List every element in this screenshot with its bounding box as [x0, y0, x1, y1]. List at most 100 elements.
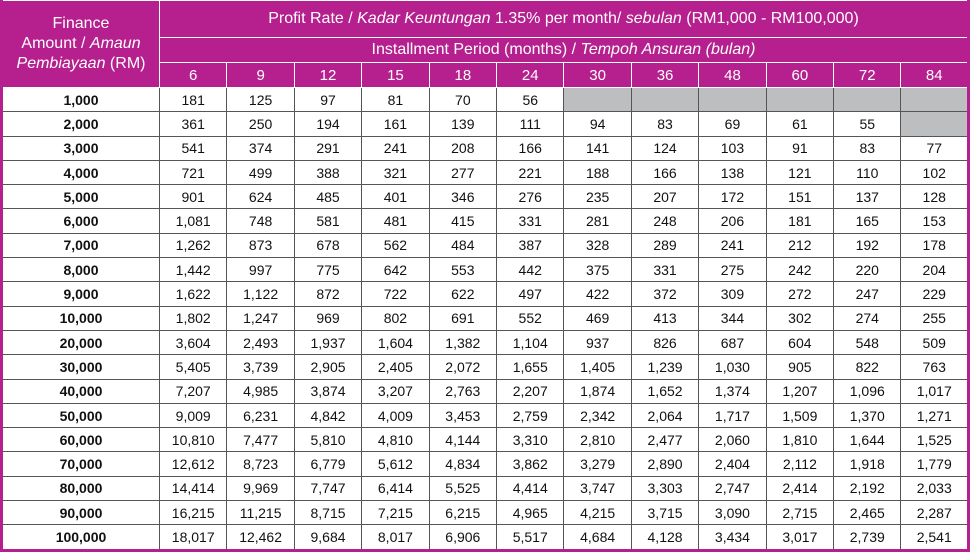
installment-cell: 12,612 — [158, 451, 228, 477]
installment-cell: 56 — [496, 86, 565, 113]
installment-cell: 763 — [900, 354, 969, 380]
installment-cell: 1,370 — [833, 402, 902, 429]
installment-cell: 1,918 — [833, 451, 902, 477]
installment-cell: 204 — [900, 257, 969, 283]
installment-cell: 624 — [226, 184, 295, 210]
period-header: 9 — [226, 62, 295, 88]
installment-cell: 2,112 — [765, 451, 835, 477]
installment-cell: 748 — [226, 208, 295, 234]
installment-cell: 1,262 — [158, 232, 228, 259]
installment-cell: 1,382 — [428, 329, 498, 356]
installment-cell: 1,874 — [563, 378, 632, 404]
installment-cell: 5,525 — [428, 475, 498, 502]
installment-cell: 375 — [563, 257, 632, 283]
installment-cell: 94 — [563, 111, 632, 137]
header-text: Profit Rate / — [268, 10, 358, 27]
installment-cell: 422 — [563, 281, 632, 307]
unavailable-cell — [900, 111, 969, 137]
installment-cell: 77 — [900, 135, 969, 161]
installment-cell: 9,684 — [293, 524, 363, 551]
installment-cell: 2,060 — [698, 427, 767, 453]
installment-cell: 3,715 — [630, 500, 700, 526]
installment-cell: 1,655 — [496, 354, 565, 380]
installment-cell: 125 — [226, 86, 295, 113]
installment-cell: 691 — [428, 305, 498, 331]
finance-amount-cell: 10,000 — [1, 305, 160, 331]
finance-amount-cell: 40,000 — [1, 378, 160, 404]
finance-amount-cell: 6,000 — [1, 208, 160, 234]
installment-cell: 5,612 — [361, 451, 430, 477]
finance-amount-cell: 90,000 — [1, 500, 160, 526]
installment-cell: 1,096 — [833, 378, 902, 404]
table-row: 6,000 1,081 748 581 481 415 331 281 248 206 181 165… — [1, 208, 969, 234]
table-row: 1,000 181 125 97 81 70 56 — [1, 86, 969, 113]
installment-cell: 361 — [158, 111, 228, 137]
installment-cell: 229 — [900, 281, 969, 307]
period-header: 84 — [900, 62, 969, 88]
installment-cell: 207 — [630, 184, 700, 210]
installment-cell: 4,684 — [563, 524, 632, 551]
unavailable-cell — [630, 86, 700, 113]
installment-cell: 4,810 — [361, 427, 430, 453]
installment-cell: 5,405 — [158, 354, 228, 380]
installment-cell: 553 — [428, 257, 498, 283]
installment-cell: 102 — [900, 159, 969, 186]
table-row: 50,000 9,009 6,231 4,842 4,009 3,453 2,759 2,34… — [1, 402, 969, 429]
unavailable-cell — [833, 86, 902, 113]
installment-cell: 2,759 — [496, 402, 565, 429]
period-header: 48 — [698, 62, 767, 88]
installment-cell: 181 — [158, 86, 228, 113]
installment-cell: 6,215 — [428, 500, 498, 526]
installment-cell: 5,517 — [496, 524, 565, 551]
finance-amount-cell: 2,000 — [1, 111, 160, 137]
table-row: 5,000 901 624 485 401 346 276 235 207 172 151 137 12… — [1, 184, 969, 210]
installment-cell: 138 — [698, 159, 767, 186]
installment-cell: 415 — [428, 208, 498, 234]
installment-cell: 97 — [293, 86, 363, 113]
installment-cell: 499 — [226, 159, 295, 186]
installment-cell: 172 — [698, 184, 767, 210]
installment-cell: 137 — [833, 184, 902, 210]
installment-cell: 3,747 — [563, 475, 632, 502]
installment-cell: 2,477 — [630, 427, 700, 453]
installment-cell: 469 — [563, 305, 632, 331]
installment-cell: 901 — [158, 184, 228, 210]
finance-amount-cell: 100,000 — [1, 524, 160, 551]
installment-cell: 2,890 — [630, 451, 700, 477]
installment-cell: 622 — [428, 281, 498, 307]
installment-cell: 16,215 — [158, 500, 228, 526]
table-row: 9,000 1,622 1,122 872 722 622 497 422 372 309 272 2… — [1, 281, 969, 307]
installment-cell: 442 — [496, 257, 565, 283]
period-header: 30 — [563, 62, 632, 88]
installment-cell: 309 — [698, 281, 767, 307]
installment-cell: 721 — [158, 159, 228, 186]
finance-amount-header: Finance Amount / Amaun Pembiayaan (RM) — [1, 0, 160, 88]
installment-cell: 2,810 — [563, 427, 632, 453]
installment-cell: 139 — [428, 111, 498, 137]
installment-cell: 83 — [630, 111, 700, 137]
installment-cell: 103 — [698, 135, 767, 161]
profit-rate-header: Profit Rate / Kadar Keuntungan 1.35% per… — [159, 0, 969, 38]
installment-cell: 328 — [563, 232, 632, 259]
table-row: 40,000 7,207 4,985 3,874 3,207 2,763 2,207 1,87… — [1, 378, 969, 404]
installment-cell: 4,009 — [361, 402, 430, 429]
installment-cell: 275 — [698, 257, 767, 283]
table-row: 80,000 14,414 9,969 7,747 6,414 5,525 4,414 3,7… — [1, 475, 969, 502]
installment-cell: 413 — [630, 305, 700, 331]
installment-cell: 9,969 — [226, 475, 295, 502]
installment-cell: 372 — [630, 281, 700, 307]
table-row: 3,000 541 374 291 241 208 166 141 124 103 91 83 77 — [1, 135, 969, 161]
installment-cell: 61 — [765, 111, 835, 137]
finance-amount-cell: 60,000 — [1, 427, 160, 453]
installment-cell: 3,090 — [698, 500, 767, 526]
installment-cell: 128 — [900, 184, 969, 210]
installment-cell: 346 — [428, 184, 498, 210]
installment-cell: 6,779 — [293, 451, 363, 477]
installment-cell: 1,442 — [158, 257, 228, 283]
installment-cell: 3,434 — [698, 524, 767, 551]
finance-amount-cell: 7,000 — [1, 232, 160, 259]
installment-cell: 562 — [361, 232, 430, 259]
installment-cell: 387 — [496, 232, 565, 259]
installment-cell: 1,030 — [698, 354, 767, 380]
